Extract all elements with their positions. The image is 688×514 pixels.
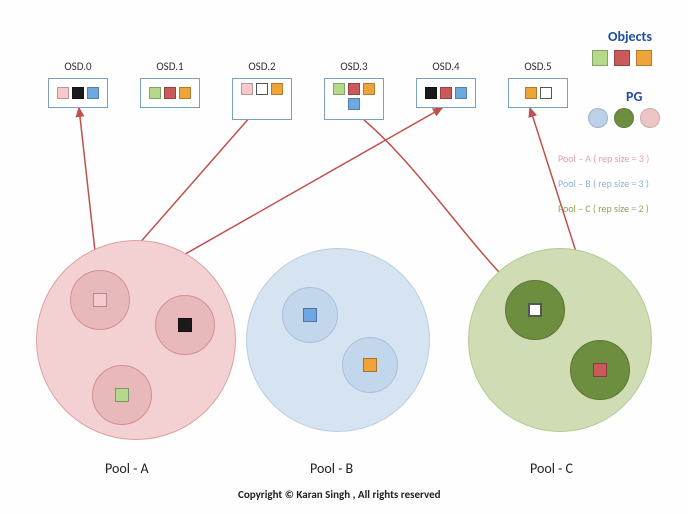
object-square	[87, 87, 99, 99]
osd-label: OSD.0	[48, 60, 108, 73]
object-square	[57, 87, 69, 99]
osd-label: OSD.5	[508, 60, 568, 73]
rep-size-label: Pool – A ( rep size = 3 )	[558, 152, 649, 165]
object-square	[348, 83, 360, 95]
pg-object-square	[93, 293, 107, 307]
object-square	[525, 87, 537, 99]
pg-object-square	[178, 318, 192, 332]
object-square	[271, 83, 283, 95]
osd-label: OSD.3	[324, 60, 384, 73]
pg-object-square	[115, 388, 129, 402]
object-square	[241, 83, 253, 95]
osd-label: OSD.2	[232, 60, 292, 73]
diagram-canvas: { "background_color": "#fefefe", "osds":…	[0, 0, 688, 514]
object-square	[72, 87, 84, 99]
osd-box	[232, 78, 292, 120]
object-square	[440, 87, 452, 99]
pool-label: Pool - C	[530, 460, 573, 477]
object-square	[455, 87, 467, 99]
pg-object-square	[303, 308, 317, 322]
pool-label: Pool - B	[310, 460, 353, 477]
rep-size-label: Pool – B ( rep size = 3 )	[558, 177, 649, 190]
pool-label: Pool - A	[105, 460, 149, 477]
rep-size-label: Pool – C ( rep size = 2 )	[558, 202, 649, 215]
copyright-text: Copyright © Karan Singh , All rights res…	[238, 488, 441, 501]
osd-box	[508, 78, 568, 108]
object-square	[425, 87, 437, 99]
osd-box	[324, 78, 384, 120]
pg-object-square	[528, 303, 542, 317]
pg-object-square	[593, 363, 607, 377]
osd-box	[48, 78, 108, 108]
object-square	[164, 87, 176, 99]
pool-circle	[246, 248, 430, 432]
object-square	[256, 83, 268, 95]
osd-label: OSD.1	[140, 60, 200, 73]
pg-object-square	[363, 358, 377, 372]
object-square	[363, 83, 375, 95]
object-square	[179, 87, 191, 99]
object-square	[540, 87, 552, 99]
osd-label: OSD.4	[416, 60, 476, 73]
osd-box	[140, 78, 200, 108]
object-square	[333, 83, 345, 95]
object-square	[149, 87, 161, 99]
object-square	[348, 98, 360, 110]
pool-circle	[468, 248, 652, 432]
osd-box	[416, 78, 476, 108]
